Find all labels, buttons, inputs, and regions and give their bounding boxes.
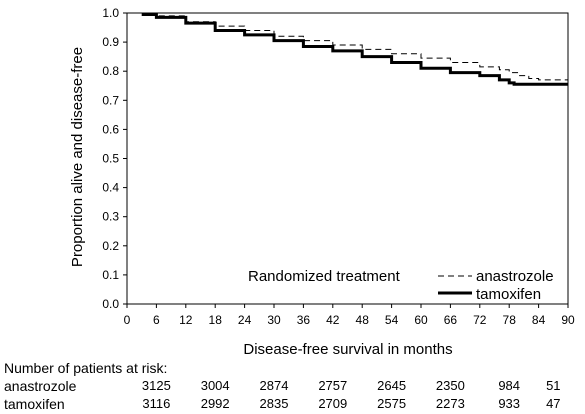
x-tick-label: 18 <box>209 313 223 327</box>
risk-cell: 933 <box>498 396 521 411</box>
risk-row-label: tamoxifen <box>4 396 65 412</box>
risk-cell: 2874 <box>259 378 289 393</box>
x-tick-label: 78 <box>503 313 517 327</box>
risk-row-anastrozole: anastrozole 3125 3004 2874 2757 2645 2350 984 51 <box>0 378 585 396</box>
y-tick-label: 1.0 <box>102 6 119 20</box>
plot-area <box>126 12 569 305</box>
series-line-anastrozole <box>141 12 568 81</box>
x-axis-title: Disease-free survival in months <box>243 341 452 358</box>
legend-label-tamoxifen: tamoxifen <box>476 286 541 303</box>
x-tick-label: 48 <box>356 313 370 327</box>
risk-cell: 3004 <box>200 378 230 393</box>
x-tick-label: 36 <box>297 313 311 327</box>
y-tick-label: 0.8 <box>102 64 119 78</box>
x-tick-label: 66 <box>444 313 458 327</box>
y-tick-label: 0.4 <box>102 181 119 195</box>
y-axis-title: Proportion alive and disease-free <box>69 47 86 267</box>
risk-cell: 2575 <box>377 396 407 411</box>
legend-title: Randomized treatment <box>248 268 401 285</box>
y-tick-label: 0.1 <box>102 268 119 282</box>
risk-cell: 2709 <box>318 396 348 411</box>
risk-cell: 2645 <box>377 378 407 393</box>
risk-cell: 47 <box>546 396 561 411</box>
risk-cell: 3116 <box>142 396 171 411</box>
x-tick-label: 42 <box>326 313 340 327</box>
risk-cell: 2835 <box>259 396 289 411</box>
x-tick-label: 6 <box>153 313 160 327</box>
survival-chart: 0 6 12 18 24 30 36 42 48 54 60 66 72 78 84 90 0.0 0.1 0.2… <box>69 6 575 358</box>
x-tick-label: 12 <box>179 313 193 327</box>
x-axis-ticks: 0 6 12 18 24 30 36 42 48 54 60 66 72 78 84 90 <box>124 304 575 327</box>
x-tick-label: 30 <box>267 313 281 327</box>
x-tick-label: 90 <box>561 313 575 327</box>
risk-cell: 2350 <box>435 378 465 393</box>
risk-cell: 51 <box>546 378 561 393</box>
risk-cell: 2273 <box>435 396 465 411</box>
y-tick-label: 0.2 <box>102 239 119 253</box>
risk-row-tamoxifen: tamoxifen 3116 2992 2835 2709 2575 2273 933 47 <box>0 396 585 414</box>
x-tick-label: 54 <box>385 313 399 327</box>
risk-cell: 2757 <box>318 378 348 393</box>
x-tick-label: 24 <box>238 313 252 327</box>
risk-table-title: Number of patients at risk: <box>4 360 168 376</box>
y-tick-label: 0.3 <box>102 210 119 224</box>
series-line-tamoxifen <box>141 12 568 86</box>
legend: Randomized treatment anastrozole tamoxif… <box>248 268 554 303</box>
y-tick-label: 0.9 <box>102 35 119 49</box>
risk-row-label: anastrozole <box>4 378 77 394</box>
legend-label-anastrozole: anastrozole <box>476 268 554 285</box>
risk-table: Number of patients at risk: anastrozole 3… <box>0 360 585 414</box>
y-tick-label: 0.6 <box>102 122 119 136</box>
y-tick-label: 0.0 <box>102 297 119 311</box>
y-tick-label: 0.5 <box>102 152 119 166</box>
plot-frame <box>126 12 569 305</box>
y-axis-ticks: 0.0 0.1 0.2 0.3 0.4 0.5 0.6 0.7 0.8 0.9 1.0 <box>102 6 127 311</box>
x-tick-label: 60 <box>414 313 428 327</box>
x-tick-label: 72 <box>473 313 487 327</box>
risk-cell: 2992 <box>200 396 230 411</box>
risk-cell: 984 <box>498 378 521 393</box>
series-layer <box>141 12 568 86</box>
y-tick-label: 0.7 <box>102 93 119 107</box>
x-tick-label: 84 <box>532 313 546 327</box>
x-tick-label: 0 <box>124 313 131 327</box>
risk-cell: 3125 <box>141 378 171 393</box>
